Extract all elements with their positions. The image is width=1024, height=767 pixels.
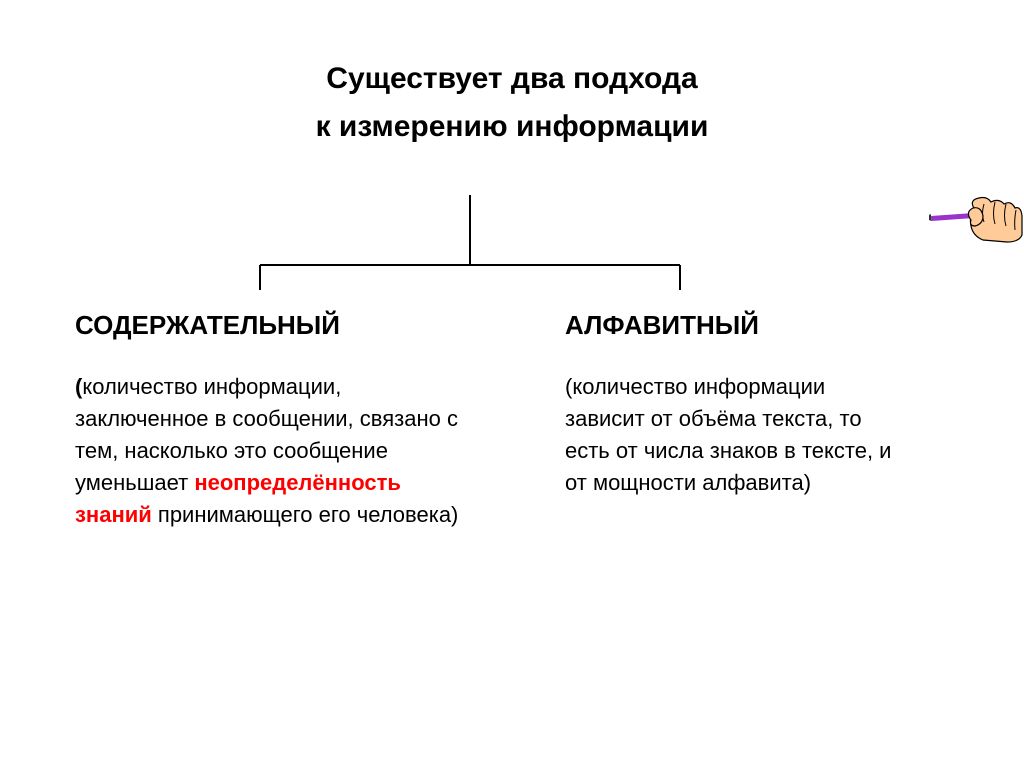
- branch-right-title: АЛФАВИТНЫЙ: [565, 310, 905, 341]
- branches: СОДЕРЖАТЕЛЬНЫЙ (количество информации, з…: [0, 310, 1024, 530]
- diagram-title: Существует два подхода к измерению инфор…: [0, 0, 1024, 151]
- title-line-1: Существует два подхода: [0, 55, 1024, 103]
- hand-with-pen-icon: [929, 190, 1024, 255]
- branch-left: СОДЕРЖАТЕЛЬНЫЙ (количество информации, з…: [75, 310, 475, 530]
- desc-fragment: (количество информации зависит от объёма…: [565, 374, 891, 495]
- branch-right: АЛФАВИТНЫЙ (количество информации зависи…: [565, 310, 905, 530]
- desc-fragment: принимающего его человека): [152, 502, 459, 527]
- branch-left-description: (количество информации, заключенное в со…: [75, 371, 475, 530]
- branch-right-description: (количество информации зависит от объёма…: [565, 371, 905, 499]
- title-line-2: к измерению информации: [0, 103, 1024, 151]
- branch-left-title: СОДЕРЖАТЕЛЬНЫЙ: [75, 310, 475, 341]
